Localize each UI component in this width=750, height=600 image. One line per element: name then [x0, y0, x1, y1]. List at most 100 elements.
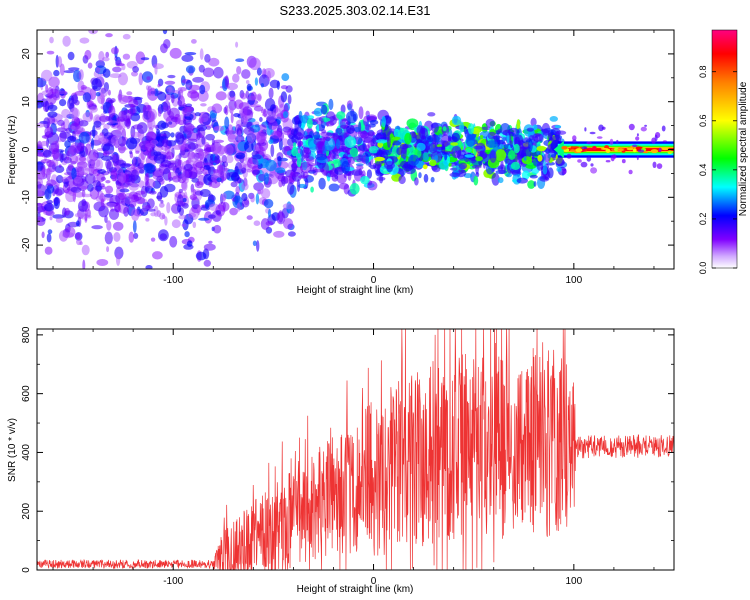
- spectrogram-cell: [159, 212, 166, 220]
- spectrogram-cell: [376, 134, 384, 138]
- spectrogram-cell: [157, 83, 161, 88]
- spectrogram-cell: [177, 159, 182, 166]
- spectrogram-cell: [200, 103, 207, 107]
- figure-title: S233.2025.303.02.14.E31: [279, 3, 430, 18]
- spectrogram-cell: [140, 57, 150, 61]
- spectrogram-cell: [184, 231, 190, 238]
- spectrogram-cell: [61, 176, 70, 182]
- spectrogram-cell: [128, 231, 135, 243]
- spectrogram-cell: [521, 170, 530, 180]
- spectrogram-cell: [93, 120, 102, 128]
- spectrogram-cell: [54, 187, 65, 196]
- spectrogram-cell: [473, 175, 479, 186]
- spectrogram-cell: [502, 129, 512, 136]
- spectrogram-cell: [621, 159, 626, 164]
- spectrogram-cell: [72, 189, 77, 203]
- spectrogram-cell: [656, 163, 663, 170]
- spectrogram-cell: [283, 218, 294, 230]
- spectrogram-cell: [52, 147, 60, 160]
- spectrogram-cell: [662, 140, 667, 143]
- spectrogram-cell: [221, 192, 227, 200]
- spectrogram-cell: [128, 99, 139, 108]
- spectrogram-cell: [519, 146, 531, 150]
- spectrogram-cell: [640, 126, 647, 132]
- spectrogram-cell: [153, 205, 159, 218]
- spectrogram-cell: [107, 120, 118, 124]
- spectrogram-cell: [428, 153, 433, 158]
- spectrogram-cell: [292, 142, 297, 149]
- spectrogram-cell: [89, 111, 93, 120]
- spectrogram-cell: [196, 181, 200, 187]
- spectrogram-cell: [74, 191, 85, 198]
- spectrogram-cell: [235, 186, 240, 195]
- spectrogram-cell: [182, 202, 189, 209]
- spectrogram-cell: [89, 106, 98, 113]
- spectrogram-cell: [400, 160, 409, 168]
- spectrogram-cell: [193, 159, 203, 171]
- spectrogram-cell: [346, 100, 353, 110]
- spectrogram-cell: [164, 80, 176, 85]
- spectrogram-cell: [54, 165, 65, 173]
- spectrogram-cell: [182, 197, 187, 203]
- spectrogram-cell: [44, 246, 53, 255]
- spectrogram-cell: [616, 139, 619, 144]
- y-tick-label: 200: [21, 502, 32, 519]
- spectrogram-cell: [532, 133, 544, 142]
- spectrogram-cell: [198, 117, 204, 124]
- spectrogram-cell: [554, 125, 562, 129]
- spectrogram-cell: [47, 111, 58, 118]
- spectrogram-cell: [491, 172, 500, 186]
- spectrogram-cell: [172, 89, 184, 94]
- spectrogram-cell: [429, 159, 437, 167]
- spectrogram-cell: [37, 188, 43, 199]
- spectrogram-cell: [457, 154, 465, 160]
- spectrogram-cell: [358, 106, 364, 120]
- spectrogram-cell: [131, 71, 138, 77]
- spectrogram-cell: [44, 203, 55, 212]
- spectrogram-cell: [277, 210, 284, 223]
- spectrogram-cell: [95, 67, 101, 73]
- spectrogram-cell: [159, 233, 167, 241]
- spectrogram-cell: [508, 150, 516, 160]
- spectrogram-cell: [192, 221, 197, 228]
- spectrogram-cell: [450, 167, 458, 171]
- spectrogram-cell: [416, 142, 426, 152]
- spectrogram-cell: [479, 135, 484, 139]
- spectrogram-cell: [129, 150, 133, 155]
- spectrogram-cell: [299, 161, 312, 174]
- spectrogram-cell: [526, 127, 534, 132]
- spectrogram-cell: [118, 192, 127, 201]
- spectrogram-cell: [344, 136, 357, 149]
- spectrogram-cell: [636, 155, 639, 161]
- spectrogram-cell: [320, 104, 328, 115]
- x-tick-label: -100: [163, 576, 183, 587]
- spectrogram-cell: [59, 132, 71, 139]
- spectrogram-cell: [424, 140, 430, 153]
- spectrogram-cell: [644, 124, 647, 127]
- spectrogram-cell: [375, 139, 388, 144]
- spectrogram-cell: [260, 218, 270, 230]
- spectrogram-cell: [97, 169, 106, 174]
- spectrogram-cell: [252, 169, 261, 175]
- spectrogram-cell: [145, 265, 153, 269]
- spectrogram-cell: [188, 212, 196, 218]
- x-tick-label: 100: [565, 576, 582, 587]
- spectrogram-cell: [276, 156, 282, 162]
- spectrogram-cell: [105, 180, 111, 184]
- spectrogram-cell: [251, 154, 262, 160]
- spectrogram-cell: [465, 134, 476, 147]
- spectrogram-cell: [268, 139, 274, 145]
- spectrogram-cell: [181, 54, 194, 62]
- spectrogram-cell: [51, 158, 56, 170]
- spectrogram-cell: [210, 180, 221, 189]
- spectrogram-cell: [131, 208, 140, 222]
- spectrogram-cell: [142, 110, 155, 123]
- snr-series-line: [37, 329, 674, 570]
- spectrogram-cell: [315, 153, 328, 161]
- spectrogram-cell: [89, 100, 92, 107]
- spectrogram-cell: [513, 143, 520, 154]
- spectrogram-cell: [159, 154, 167, 160]
- spectrogram-xlabel: Height of straight line (km): [297, 285, 414, 296]
- spectrogram-cell: [587, 147, 593, 150]
- spectrogram-cell: [186, 240, 193, 247]
